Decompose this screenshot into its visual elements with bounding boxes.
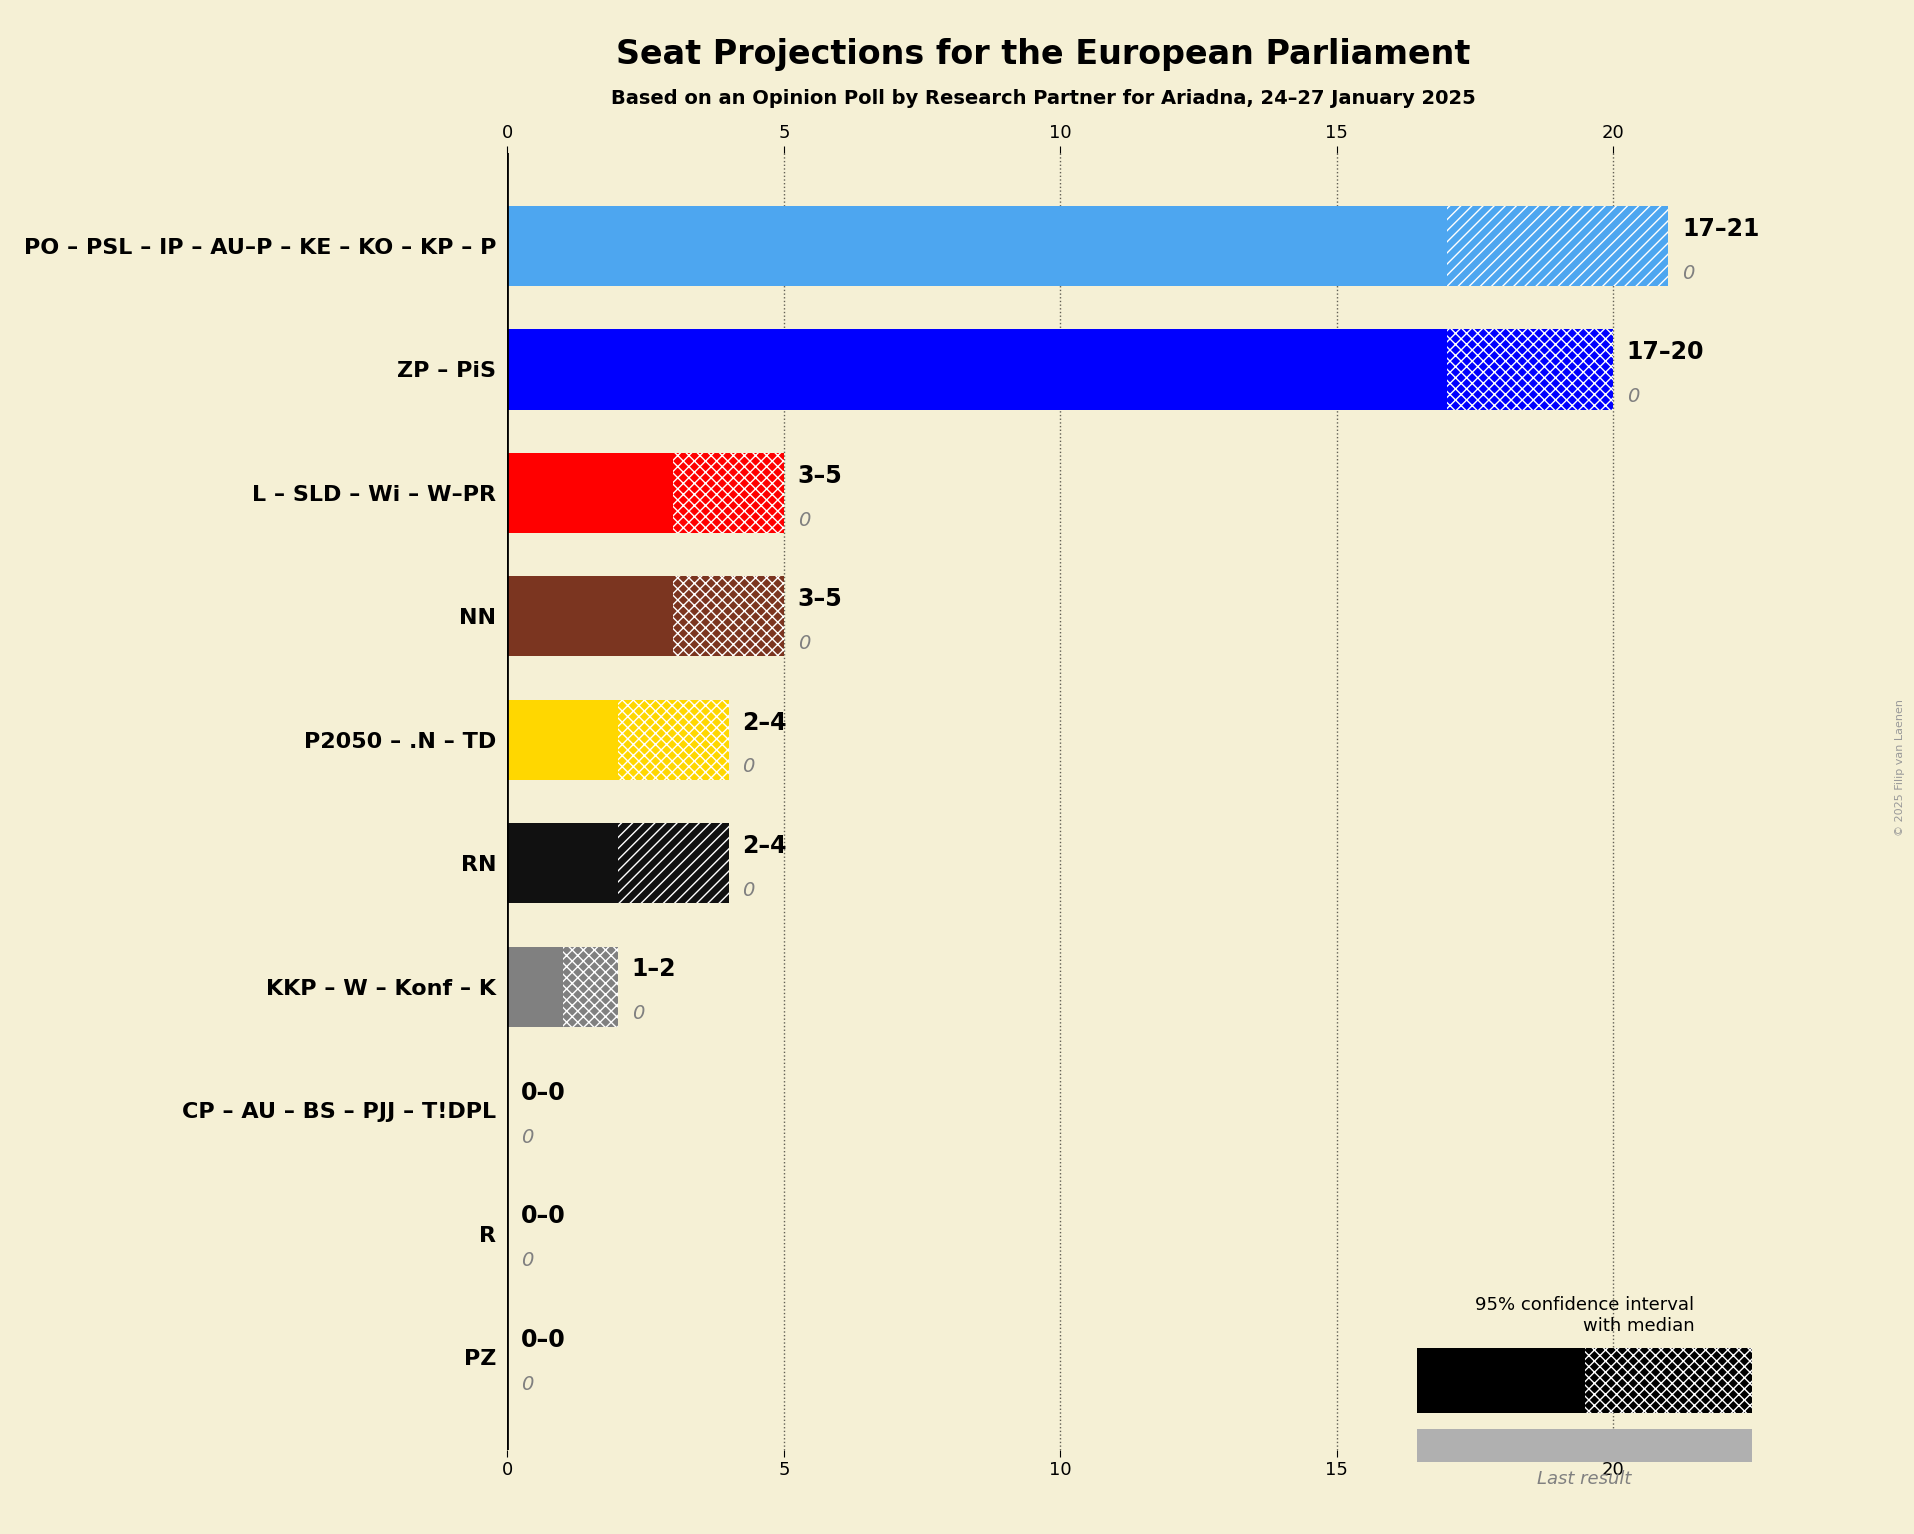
Bar [507,700,618,779]
Text: 0: 0 [743,758,754,776]
Text: 2–4: 2–4 [743,834,787,858]
Bar [1416,1430,1751,1462]
Bar [563,946,618,1026]
Text: 17–20: 17–20 [1625,341,1703,364]
Bar [507,330,1447,410]
Bar [674,577,783,657]
Text: Last result: Last result [1537,1470,1631,1488]
Bar [1585,1348,1751,1413]
Text: 95% confidence interval
with median: 95% confidence interval with median [1474,1296,1694,1335]
Text: 0: 0 [1625,387,1638,407]
Bar [507,824,618,904]
Text: Seat Projections for the European Parliament: Seat Projections for the European Parlia… [616,38,1470,72]
Bar [507,946,563,1026]
Text: 0–0: 0–0 [521,1081,567,1104]
Text: 0: 0 [521,1252,534,1270]
Bar [507,453,674,532]
Text: 0: 0 [521,1374,534,1394]
Text: Based on an Opinion Poll by Research Partner for Ariadna, 24–27 January 2025: Based on an Opinion Poll by Research Par… [611,89,1476,107]
Text: 0: 0 [743,881,754,900]
Bar [618,824,727,904]
Text: 0: 0 [521,1127,534,1147]
Bar [674,453,783,532]
Bar [507,206,1447,287]
Text: 17–21: 17–21 [1680,216,1759,241]
Text: 0: 0 [632,1005,643,1023]
Text: 0: 0 [1680,264,1694,282]
Bar [1447,330,1612,410]
Text: 1–2: 1–2 [632,957,676,982]
Bar [1447,206,1667,287]
Text: © 2025 Filip van Laenen: © 2025 Filip van Laenen [1893,698,1904,836]
Text: 0: 0 [798,511,810,529]
Text: 3–5: 3–5 [798,463,842,488]
Bar [507,577,674,657]
Text: 0–0: 0–0 [521,1204,567,1229]
Text: 0–0: 0–0 [521,1328,567,1351]
Text: 3–5: 3–5 [798,588,842,611]
Text: 0: 0 [798,634,810,653]
Text: 2–4: 2–4 [743,710,787,735]
Bar [618,700,727,779]
Bar [1416,1348,1585,1413]
